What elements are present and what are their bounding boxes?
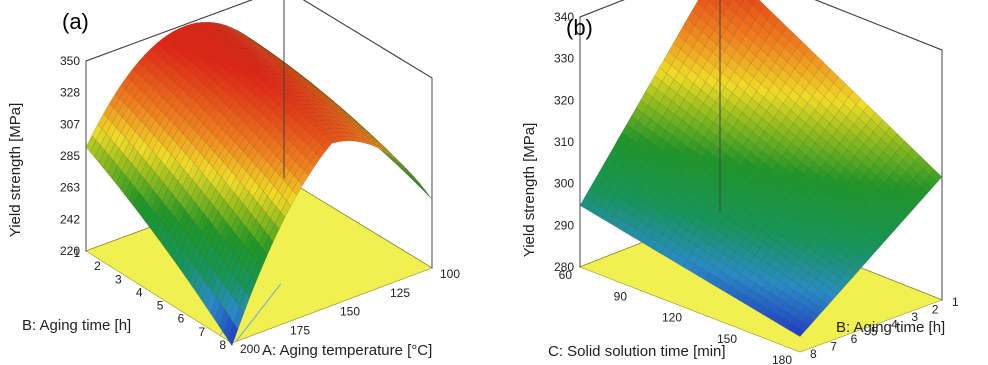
y-tick-label: 5: [871, 325, 878, 339]
x-tick-label: 90: [614, 289, 628, 303]
x-tick-label: 175: [290, 323, 310, 337]
x-tick-label: 60: [559, 268, 573, 282]
z-tick-label: 300: [554, 177, 574, 191]
chart-b-panel-label: (b): [566, 15, 593, 40]
z-tick-label: 320: [554, 93, 574, 107]
y-tick-label: 4: [136, 285, 143, 299]
z-tick-label: 340: [554, 10, 574, 24]
x-tick-label: 120: [662, 311, 682, 325]
z-tick-label: 310: [554, 135, 574, 149]
y-tick-label: 8: [219, 338, 226, 352]
z-tick-label: 242: [60, 212, 80, 226]
surface-cell: [421, 186, 433, 200]
frame-edge: [302, 0, 433, 79]
x-tick-label: 150: [340, 305, 360, 319]
z-tick-label: 263: [60, 181, 80, 195]
y-tick-label: 3: [115, 272, 122, 286]
chart-b-ticks: 280 290 300 310 320 330 340 60 90 120 150 180 876543…: [554, 10, 959, 365]
y-tick-label: 5: [157, 299, 164, 313]
x-tick-label: 200: [240, 342, 260, 356]
y-tick-label: 7: [198, 325, 205, 339]
surface-cell: [408, 173, 420, 187]
y-tick-label: 1: [73, 246, 80, 260]
y-tick-label: 7: [830, 340, 837, 354]
z-tick-label: 330: [554, 52, 574, 66]
chart-b-frame: [579, 0, 943, 300]
y-tick-label: 6: [851, 332, 858, 346]
z-tick-label: 290: [554, 218, 574, 232]
chart-a-z-axis-title: Yield strength [MPa]: [7, 103, 24, 238]
surface-cell: [415, 179, 427, 192]
chart-a-y-axis-title: B: Aging time [h]: [22, 317, 131, 334]
chart-b-surface: [579, 0, 943, 337]
surface-cell: [227, 322, 239, 347]
chart-a-ticks: 220 242 263 285 307 328 350 200 175 150 125 100 1234…: [60, 54, 460, 356]
floor-contour: [235, 283, 282, 342]
frame-edge: [814, 0, 943, 51]
surface-chart-a: 220 242 263 285 307 328 350 200 175 150 125 100 1234…: [7, 0, 460, 359]
z-tick-label: 350: [60, 54, 80, 68]
z-tick-label: 280: [554, 260, 574, 274]
z-tick-label: 307: [60, 117, 80, 131]
chart-a-x-axis-title: A: Aging temperature [°C]: [262, 342, 432, 359]
y-tick-label: 8: [810, 347, 817, 361]
surface-cell: [417, 182, 428, 195]
y-tick-label: 2: [932, 302, 939, 316]
surface-chart-b: 280 290 300 310 320 330 340 60 90 120 150 180 876543…: [521, 0, 959, 365]
chart-a-surface: [85, 21, 433, 347]
frame-edge: [85, 0, 253, 62]
x-tick-label: 180: [772, 353, 792, 365]
y-tick-label: 2: [94, 259, 101, 273]
chart-b-z-axis-title: Yield strength [MPa]: [521, 123, 538, 258]
y-tick-label: 4: [891, 317, 898, 331]
chart-b-x-axis-title: C: Solid solution time [min]: [548, 343, 726, 360]
chart-a-panel-label: (a): [62, 9, 89, 34]
surface-cell: [412, 178, 424, 191]
z-tick-label: 220: [60, 244, 80, 258]
x-tick-label: 100: [440, 267, 460, 281]
x-tick-label: 150: [717, 332, 737, 346]
chart-b-y-axis-title: B: Aging time [h]: [836, 319, 945, 336]
surface-cell: [792, 326, 805, 337]
z-tick-label: 285: [60, 149, 80, 163]
chart-a-frame: [85, 0, 433, 268]
y-tick-label: 3: [911, 310, 918, 324]
y-tick-label: 6: [178, 312, 185, 326]
y-tick-label: 1: [952, 295, 959, 309]
z-tick-label: 328: [60, 86, 80, 100]
frame-edge: [579, 0, 625, 18]
x-tick-label: 125: [390, 286, 410, 300]
